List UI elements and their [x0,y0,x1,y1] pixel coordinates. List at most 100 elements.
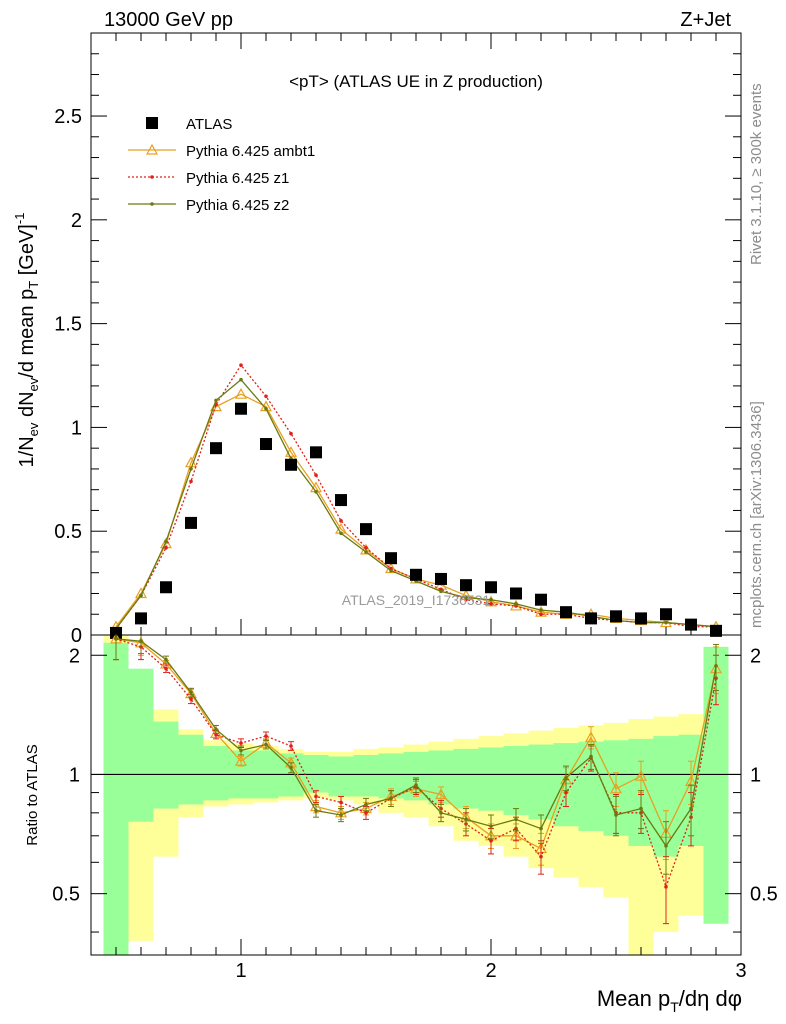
chart-marks [91,363,741,925]
chart-title: <pT> (ATLAS UE in Z production) [289,72,543,91]
ratio-point-z2-13 [439,811,443,815]
process-label: Z+Jet [680,9,731,31]
ratio-point-z1-22 [664,885,668,889]
ratio-point-z1-8 [314,794,318,799]
main-point-ambt1-5 [234,387,248,399]
main-ylabel: 1/Nev dNev/d mean pT [GeV]-1 [12,213,41,468]
band-inner-4 [203,745,229,801]
ratio-point-z2-22 [664,844,668,848]
band-inner-1 [128,668,154,822]
ratio-point-z2-16 [514,817,518,822]
main-point-atlas-6 [260,438,272,451]
main-point-atlas-7 [285,458,297,471]
main-line-z1 [115,364,716,630]
legend-atlas-label: ATLAS [186,116,232,133]
ratio-point-z2-6 [264,742,268,747]
main-point-atlas-4 [210,442,222,455]
main-point-z2-16 [514,602,518,606]
main-point-atlas-22 [660,608,672,621]
ratio-point-z2-9 [339,813,343,817]
legend-ambt1-label: Pythia 6.425 ambt1 [186,143,315,160]
main-point-z2-6 [264,406,268,411]
legend: ATLAS Pythia 6.425 ambt1 Pythia 6.425 z1… [128,116,315,214]
band-inner-0 [103,642,129,955]
main-point-atlas-23 [685,618,697,631]
ratio-point-z2-0 [114,637,118,641]
main-ytick-label-3: 1.5 [54,314,82,336]
ratio-point-z2-19 [589,754,593,759]
band-inner-9 [328,756,354,797]
main-point-z2-17 [539,608,543,612]
ratio-point-ambt1-19 [584,731,598,743]
ratio-ytick-label-right-2: 2 [750,645,761,667]
main-point-z1-7 [289,431,293,436]
ratio-point-z2-1 [139,639,143,644]
legend-z2-marker [150,202,154,206]
main-point-atlas-1 [135,612,147,625]
main-point-z2-14 [464,595,468,600]
main-point-atlas-21 [635,612,647,625]
ratio-uncertainty-bands [103,635,729,955]
main-point-atlas-10 [360,523,372,536]
ratio-point-z2-4 [214,727,218,732]
ratio-ytick-label-right-0: 0.5 [750,884,778,906]
ratio-xtick-label-0: 1 [235,960,246,982]
main-point-z1-6 [264,394,268,399]
band-inner-3 [178,734,204,805]
legend-z2-label: Pythia 6.425 z2 [186,197,289,214]
main-point-z2-2 [164,539,168,544]
main-point-z1-5 [239,363,243,367]
ratio-point-z1-15 [489,838,493,843]
main-point-z2-11 [389,568,393,573]
main-point-z2-22 [664,620,668,625]
ratio-point-ambt1-5 [234,754,248,766]
main-point-atlas-14 [460,579,472,592]
main-point-z2-15 [489,597,493,602]
main-point-ambt1-7 [284,446,298,457]
main-point-atlas-18 [560,606,572,619]
main-point-atlas-20 [610,610,622,623]
legend-atlas-marker [146,117,158,129]
ratio-point-z1-7 [289,744,293,748]
main-point-z2-8 [314,489,318,494]
x-axis-label: Mean pT/dη dφ [597,986,742,1015]
ratio-point-z2-14 [464,817,468,822]
ratio-point-z2-7 [289,765,293,770]
main-point-z2-3 [189,467,193,471]
main-point-z2-10 [364,550,368,554]
ratio-point-z2-10 [364,802,368,807]
band-inner-16 [503,745,529,815]
main-point-z2-5 [239,377,243,382]
ratio-point-z2-12 [414,783,418,787]
ratio-point-z1-18 [564,790,568,795]
band-inner-10 [353,754,379,797]
main-point-atlas-5 [235,402,247,415]
ratio-point-z2-17 [539,826,543,831]
main-point-z1-15 [489,602,493,606]
main-point-atlas-11 [385,552,397,565]
main-point-atlas-19 [585,612,597,625]
main-point-atlas-3 [185,516,197,529]
band-inner-2 [153,721,179,809]
main-point-z2-1 [139,593,143,598]
ratio-point-z2-3 [189,690,193,695]
legend-z1-marker [150,175,154,179]
legend-ambt1-marker [145,143,159,155]
ratio-point-ambt1-21 [634,769,648,781]
main-point-ambt1-1 [134,587,148,599]
main-point-z1-17 [539,612,543,617]
legend-z1-label: Pythia 6.425 z1 [186,170,289,187]
main-ytick-label-1: 0.5 [54,521,82,543]
ratio-ytick-label-right-1: 1 [750,764,761,786]
main-point-z1-9 [339,519,343,523]
main-point-z2-4 [214,398,218,403]
main-point-atlas-8 [310,446,322,459]
main-point-z2-13 [439,589,443,594]
main-ytick-label-2: 1 [71,417,82,439]
main-point-z1-3 [189,479,193,484]
ratio-point-z1-9 [339,800,343,805]
mcplots-label: mcplots.cern.ch [arXiv:1306.3436] [748,401,765,628]
ratio-point-z2-20 [614,813,618,817]
band-inner-15 [478,747,504,811]
analysis-watermark: ATLAS_2019_I1736531 [342,592,491,608]
